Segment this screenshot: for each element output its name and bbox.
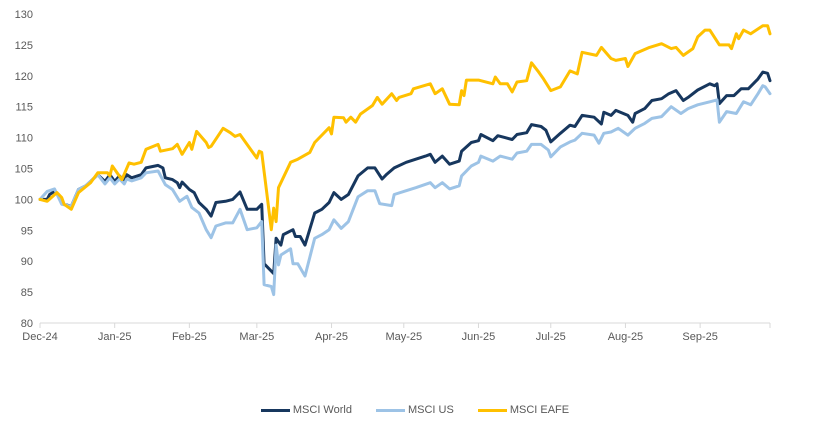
y-tick-label: 85 [21,287,33,299]
x-tick-label: Aug-25 [608,331,643,343]
legend-swatch [477,408,507,412]
x-tick-label: Jul-25 [536,331,566,343]
y-tick-label: 130 [15,9,33,21]
series-line-msci-eafe [38,24,772,232]
y-tick-label: 90 [21,256,33,268]
legend-item-msci-world: MSCI World [260,404,352,416]
legend-item-msci-eafe: MSCI EAFE [477,404,570,416]
x-tick-label: Mar-25 [239,331,274,343]
series-line-msci-world [38,70,772,276]
legend: MSCI World MSCI US MSCI EAFE [0,404,830,416]
y-tick-label: 125 [15,40,33,52]
x-tick-label: Feb-25 [172,331,207,343]
x-axis: Dec-24 Jan-25 Feb-25 Mar-25 Apr-25 May-25 Jun-… [22,322,771,343]
x-tick-label: Apr-25 [315,331,348,343]
legend-swatch [375,408,405,412]
legend-label: MSCI EAFE [509,404,570,416]
y-tick-label: 115 [15,102,33,114]
y-tick-label: 105 [15,164,33,176]
y-tick-label: 100 [15,194,33,206]
y-tick-label: 120 [15,71,33,83]
x-tick-label: May-25 [385,331,422,343]
y-tick-label: 95 [21,225,33,237]
series-line-msci-us [38,84,772,297]
y-tick-label: 80 [21,318,33,330]
x-tick-label: Jun-25 [462,331,496,343]
legend-label: MSCI World [292,404,352,416]
series-lines [38,24,772,297]
y-axis: 80 85 90 95 100 105 110 115 120 125 130 [15,9,33,330]
legend-swatch [260,408,290,412]
legend-item-msci-us: MSCI US [375,404,454,416]
x-tick-label: Sep-25 [682,331,717,343]
y-tick-label: 110 [15,133,33,145]
x-tick-label: Dec-24 [22,331,57,343]
x-tick-label: Jan-25 [98,331,132,343]
legend-label: MSCI US [407,404,454,416]
